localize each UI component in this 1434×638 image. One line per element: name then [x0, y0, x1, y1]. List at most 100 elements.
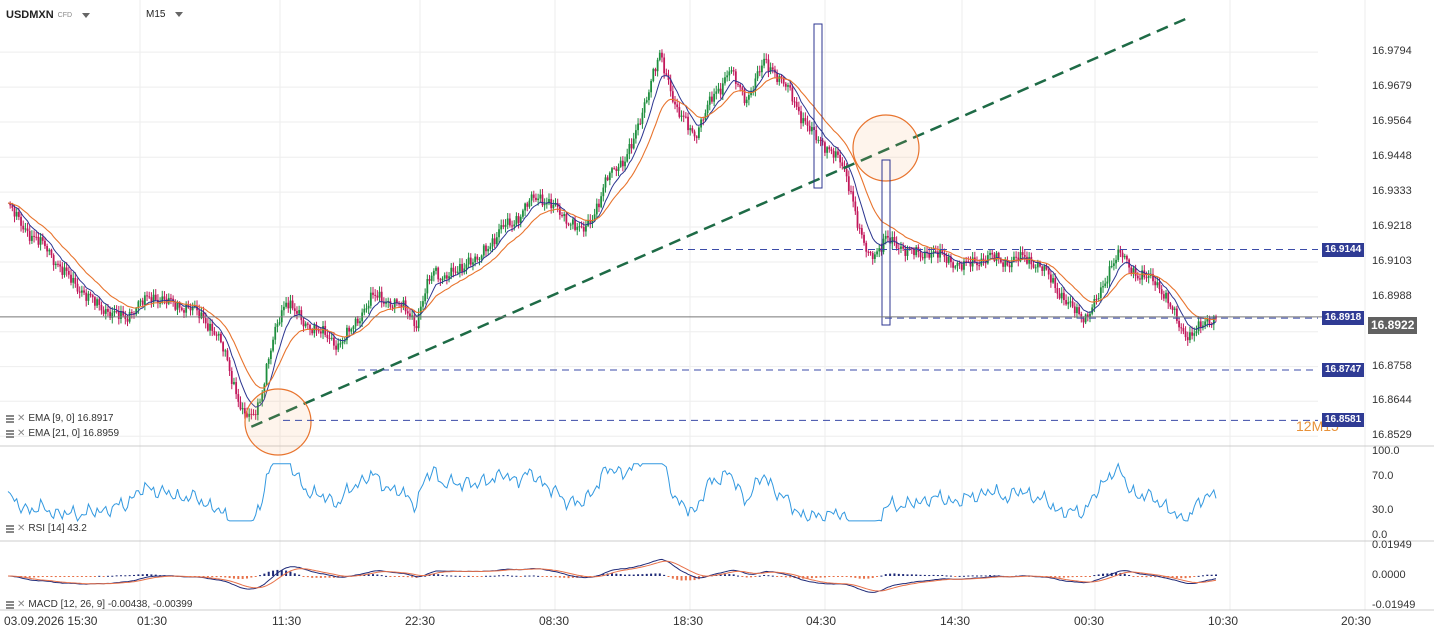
- candle-body: [283, 306, 285, 311]
- settings-icon[interactable]: [6, 414, 14, 423]
- candle-body: [1119, 249, 1122, 253]
- candle-body: [793, 101, 796, 103]
- symbol-selector[interactable]: USDMXN CFD: [6, 9, 91, 21]
- candle-body: [1015, 256, 1018, 258]
- candle-body: [348, 327, 351, 332]
- candle-body: [578, 226, 581, 228]
- candle-body: [72, 277, 75, 283]
- macd-histogram-bar: [315, 576, 318, 578]
- candle-body: [311, 329, 314, 334]
- candle-body: [784, 83, 787, 87]
- macd-histogram-bar: [637, 574, 640, 576]
- close-icon[interactable]: ✕: [17, 523, 26, 534]
- candle-body: [87, 293, 90, 301]
- legend-ema9[interactable]: ✕ EMA [9, 0] 16.8917: [6, 413, 113, 424]
- candle-body: [256, 402, 259, 415]
- macd-histogram-bar: [754, 576, 757, 577]
- macd-histogram-bar: [1162, 576, 1165, 578]
- timeframe-selector[interactable]: M15: [146, 9, 184, 20]
- macd-histogram-bar: [532, 575, 535, 577]
- candle-body: [441, 278, 444, 281]
- candle-body: [1086, 314, 1089, 317]
- candle-body: [837, 151, 839, 155]
- candle-body: [1043, 266, 1046, 271]
- macd-histogram-bar: [1141, 576, 1144, 578]
- settings-icon[interactable]: [6, 524, 14, 533]
- settings-icon[interactable]: [6, 600, 14, 609]
- candle-body: [235, 382, 238, 395]
- candle-body: [665, 73, 668, 75]
- candle-body: [684, 116, 687, 118]
- macd-histogram-bar: [571, 576, 574, 578]
- settings-icon[interactable]: [6, 429, 14, 438]
- candle-body: [404, 300, 407, 312]
- candle-body: [280, 310, 283, 323]
- macd-histogram-bar: [806, 576, 809, 579]
- candle-body: [826, 147, 828, 153]
- candle-body: [734, 71, 737, 84]
- candle-body: [619, 160, 622, 167]
- macd-histogram-bar: [502, 575, 505, 577]
- candle-body: [667, 74, 670, 81]
- candle-body: [44, 240, 46, 246]
- candle-body: [1208, 318, 1211, 325]
- candle-body: [676, 104, 679, 108]
- candle-body: [111, 312, 114, 318]
- candle-body: [287, 302, 290, 309]
- close-icon[interactable]: ✕: [17, 599, 26, 610]
- macd-histogram-bar: [437, 574, 440, 576]
- candle-body: [163, 296, 166, 299]
- candle-body: [1141, 270, 1144, 280]
- macd-histogram-bar: [215, 576, 218, 578]
- candle-body: [613, 168, 616, 170]
- candle-body: [209, 323, 211, 331]
- candle-body: [200, 312, 203, 319]
- candle-body: [558, 206, 561, 215]
- legend-ema21[interactable]: ✕ EMA [21, 0] 16.8959: [6, 428, 119, 439]
- candle-body: [174, 301, 177, 310]
- legend-rsi[interactable]: ✕ RSI [14] 43.2: [6, 523, 87, 534]
- candle-body: [906, 248, 909, 256]
- candle-body: [897, 248, 900, 250]
- macd-histogram-bar: [272, 570, 275, 576]
- candle-body: [226, 350, 229, 361]
- candle-body: [1089, 313, 1091, 317]
- candle-body: [437, 267, 440, 280]
- zone-rectangle: [813, 23, 823, 189]
- candle-body: [1008, 265, 1011, 268]
- legend-macd[interactable]: ✕ MACD [12, 26, 9] -0.00438, -0.00399: [6, 599, 192, 610]
- candle-body: [96, 299, 98, 306]
- candle-body: [104, 309, 107, 314]
- macd-histogram-bar: [936, 575, 939, 577]
- time-tick: 10:30: [1208, 614, 1239, 628]
- candle-body: [706, 104, 709, 114]
- candle-body: [285, 302, 288, 307]
- close-icon[interactable]: ✕: [17, 413, 26, 424]
- close-icon[interactable]: ✕: [17, 428, 26, 439]
- candle-body: [815, 130, 818, 141]
- macd-histogram-bar: [928, 575, 931, 577]
- candle-body: [1034, 267, 1037, 269]
- candle-body: [396, 299, 398, 304]
- macd-histogram-bar: [858, 576, 861, 579]
- candle-body: [606, 177, 609, 181]
- macd-histogram-bar: [962, 575, 965, 577]
- time-tick: 11:30: [272, 614, 302, 628]
- candle-body: [143, 295, 146, 305]
- macd-histogram-bar: [450, 575, 453, 577]
- candle-body: [243, 408, 246, 414]
- candle-body: [1152, 273, 1154, 282]
- macd-histogram-bar: [211, 576, 214, 578]
- macd-histogram-bar: [1062, 576, 1065, 578]
- macd-histogram-bar: [545, 576, 548, 577]
- candle-body: [248, 413, 251, 417]
- candle-body: [535, 197, 537, 201]
- macd-histogram-bar: [319, 576, 322, 578]
- chevron-down-icon: [82, 12, 91, 18]
- candle-body: [522, 210, 524, 217]
- macd-histogram-bar: [137, 574, 140, 576]
- macd-histogram-bar: [432, 573, 435, 576]
- rsi-label: RSI [14] 43.2: [28, 523, 87, 534]
- candle-body: [15, 211, 18, 217]
